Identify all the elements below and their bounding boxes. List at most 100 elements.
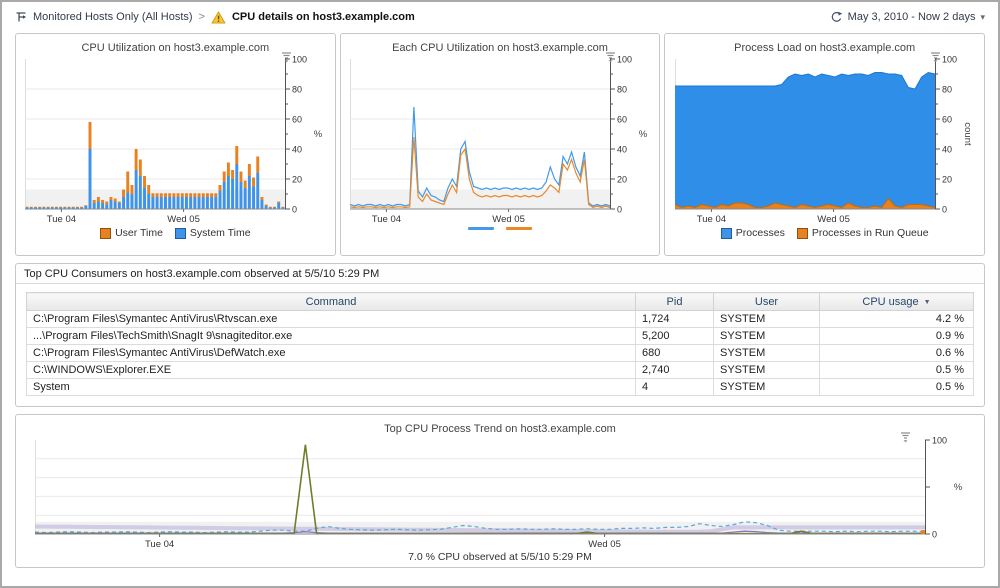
cell-cpu: 0.5 %	[819, 378, 974, 396]
svg-text:100: 100	[942, 56, 957, 65]
table-header: Command Pid User CPU usage ▼	[26, 292, 974, 311]
svg-text:Tue 04: Tue 04	[696, 214, 725, 224]
svg-text:Tue 04: Tue 04	[372, 214, 401, 224]
cell-user: SYSTEM	[713, 378, 820, 396]
svg-text:%: %	[954, 482, 963, 493]
cell-user: SYSTEM	[713, 344, 820, 362]
legend-item	[468, 227, 494, 230]
svg-text:80: 80	[292, 85, 302, 95]
warning-icon	[211, 10, 226, 24]
cell-command: C:\WINDOWS\Explorer.EXE	[26, 361, 636, 379]
legend-swatch-icon	[720, 227, 732, 239]
cell-cpu: 0.6 %	[819, 344, 974, 362]
chart-title: CPU Utilization on host3.example.com	[81, 42, 270, 54]
legend-swatch-icon	[506, 227, 532, 230]
legend-item: User Time	[100, 227, 163, 239]
cell-user: SYSTEM	[713, 310, 820, 328]
table-row[interactable]: C:\WINDOWS\Explorer.EXE 2,740 SYSTEM 0.5 %	[26, 361, 974, 379]
svg-text:Tue 04: Tue 04	[145, 539, 174, 549]
legend-swatch-icon	[174, 227, 186, 239]
top-cpu-consumers-panel: Top CPU Consumers on host3.example.com o…	[15, 263, 985, 407]
svg-text:100: 100	[617, 56, 632, 65]
table-row[interactable]: ...\Program Files\TechSmith\SnagIt 9\sna…	[26, 327, 974, 345]
each-cpu-utilization-chart[interactable]: 0 20 40 60 80 100 Tue 04 Wed 05%	[350, 56, 650, 224]
top-cpu-consumers-table: Command Pid User CPU usage ▼ C:\Program File…	[26, 292, 974, 396]
cell-cpu: 0.9 %	[819, 327, 974, 345]
charts-row: CPU Utilization on host3.example.com 0 20…	[15, 33, 986, 256]
cpu-utilization-chart[interactable]: 0 20 40 60 80 100 Tue 04 Wed 05%	[25, 56, 325, 224]
svg-text:Wed 05: Wed 05	[168, 214, 201, 224]
legend-item: Processes	[720, 227, 785, 239]
page-title: CPU details on host3.example.com	[231, 11, 415, 23]
chart-options-icon[interactable]	[604, 51, 617, 63]
svg-text:Tue 04: Tue 04	[47, 214, 76, 224]
chart-caption: 7.0 % CPU observed at 5/5/10 5:29 PM	[408, 551, 592, 563]
go-up-icon[interactable]	[15, 11, 27, 23]
breadcrumb-separator: >	[198, 11, 205, 23]
svg-text:60: 60	[292, 115, 302, 125]
cell-pid: 680	[635, 344, 714, 362]
svg-text:40: 40	[942, 145, 952, 155]
chart-legend: Processes Processes in Run Queue	[665, 227, 984, 239]
each-cpu-utilization-panel: Each CPU Utilization on host3.example.co…	[339, 33, 661, 256]
cell-user: SYSTEM	[713, 327, 820, 345]
cell-pid: 1,724	[635, 310, 714, 328]
column-header-cpu-usage[interactable]: CPU usage ▼	[819, 292, 974, 311]
svg-text:20: 20	[942, 175, 952, 185]
svg-text:Wed 05: Wed 05	[588, 539, 621, 549]
cell-cpu: 0.5 %	[819, 361, 974, 379]
cell-pid: 5,200	[635, 327, 714, 345]
table-title: Top CPU Consumers on host3.example.com o…	[16, 264, 984, 284]
process-load-chart[interactable]: 0 20 40 60 80 100 Tue 04 Wed 05 count	[674, 56, 975, 224]
svg-text:80: 80	[942, 85, 952, 95]
cell-pid: 2,740	[635, 361, 714, 379]
svg-text:80: 80	[617, 85, 627, 95]
table-body: C:\Program Files\Symantec AntiVirus\Rtvs…	[26, 310, 974, 396]
svg-text:60: 60	[617, 115, 627, 125]
legend-label: Processes	[735, 227, 785, 239]
table-row[interactable]: C:\Program Files\Symantec AntiVirus\DefW…	[26, 344, 974, 362]
legend-swatch-icon	[796, 227, 808, 239]
chart-legend: User Time System Time	[16, 227, 335, 239]
sort-desc-icon: ▼	[923, 298, 931, 306]
column-header-pid[interactable]: Pid	[635, 292, 714, 311]
svg-text:100: 100	[932, 437, 947, 446]
svg-text:0: 0	[932, 530, 937, 540]
svg-text:count: count	[962, 122, 973, 146]
breadcrumb-root-link[interactable]: Monitored Hosts Only (All Hosts)	[33, 11, 193, 23]
chevron-down-icon: ▾	[980, 11, 985, 22]
legend-label: User Time	[115, 227, 163, 239]
time-range-selector[interactable]: May 3, 2010 - Now 2 days ▾	[830, 11, 985, 23]
chart-title: Each CPU Utilization on host3.example.co…	[392, 42, 608, 54]
svg-text:60: 60	[942, 115, 952, 125]
chart-options-icon[interactable]	[899, 431, 912, 443]
svg-text:20: 20	[292, 175, 302, 185]
svg-text:20: 20	[617, 175, 627, 185]
top-bar: Monitored Hosts Only (All Hosts) > CPU d…	[2, 2, 998, 30]
cell-command: ...\Program Files\TechSmith\SnagIt 9\sna…	[26, 327, 636, 345]
svg-text:40: 40	[617, 145, 627, 155]
cell-cpu: 4.2 %	[819, 310, 974, 328]
time-range-label: May 3, 2010 - Now 2 days	[847, 11, 976, 23]
table-header-row: Command Pid User CPU usage ▼	[26, 292, 974, 311]
column-header-user[interactable]: User	[713, 292, 820, 311]
chart-title: Top CPU Process Trend on host3.example.c…	[384, 423, 616, 435]
legend-item: Processes in Run Queue	[796, 227, 929, 239]
svg-text:40: 40	[292, 145, 302, 155]
cell-command: System	[26, 378, 636, 396]
legend-label: System Time	[189, 227, 251, 239]
legend-swatch-icon	[100, 227, 112, 239]
table-row[interactable]: C:\Program Files\Symantec AntiVirus\Rtvs…	[26, 310, 974, 328]
svg-text:%: %	[639, 129, 648, 140]
top-cpu-process-trend-panel: Top CPU Process Trend on host3.example.c…	[15, 414, 985, 568]
cpu-utilization-panel: CPU Utilization on host3.example.com 0 20…	[15, 33, 336, 256]
top-cpu-process-trend-chart[interactable]: 0 100 Tue 04 Wed 05%	[35, 437, 965, 549]
table-row[interactable]: System 4 SYSTEM 0.5 %	[26, 378, 974, 396]
chart-options-icon[interactable]	[280, 51, 293, 63]
svg-text:0: 0	[617, 205, 622, 215]
column-header-command[interactable]: Command	[26, 292, 636, 311]
chart-options-icon[interactable]	[929, 51, 942, 63]
legend-label: Processes in Run Queue	[811, 227, 929, 239]
svg-text:100: 100	[292, 56, 307, 65]
